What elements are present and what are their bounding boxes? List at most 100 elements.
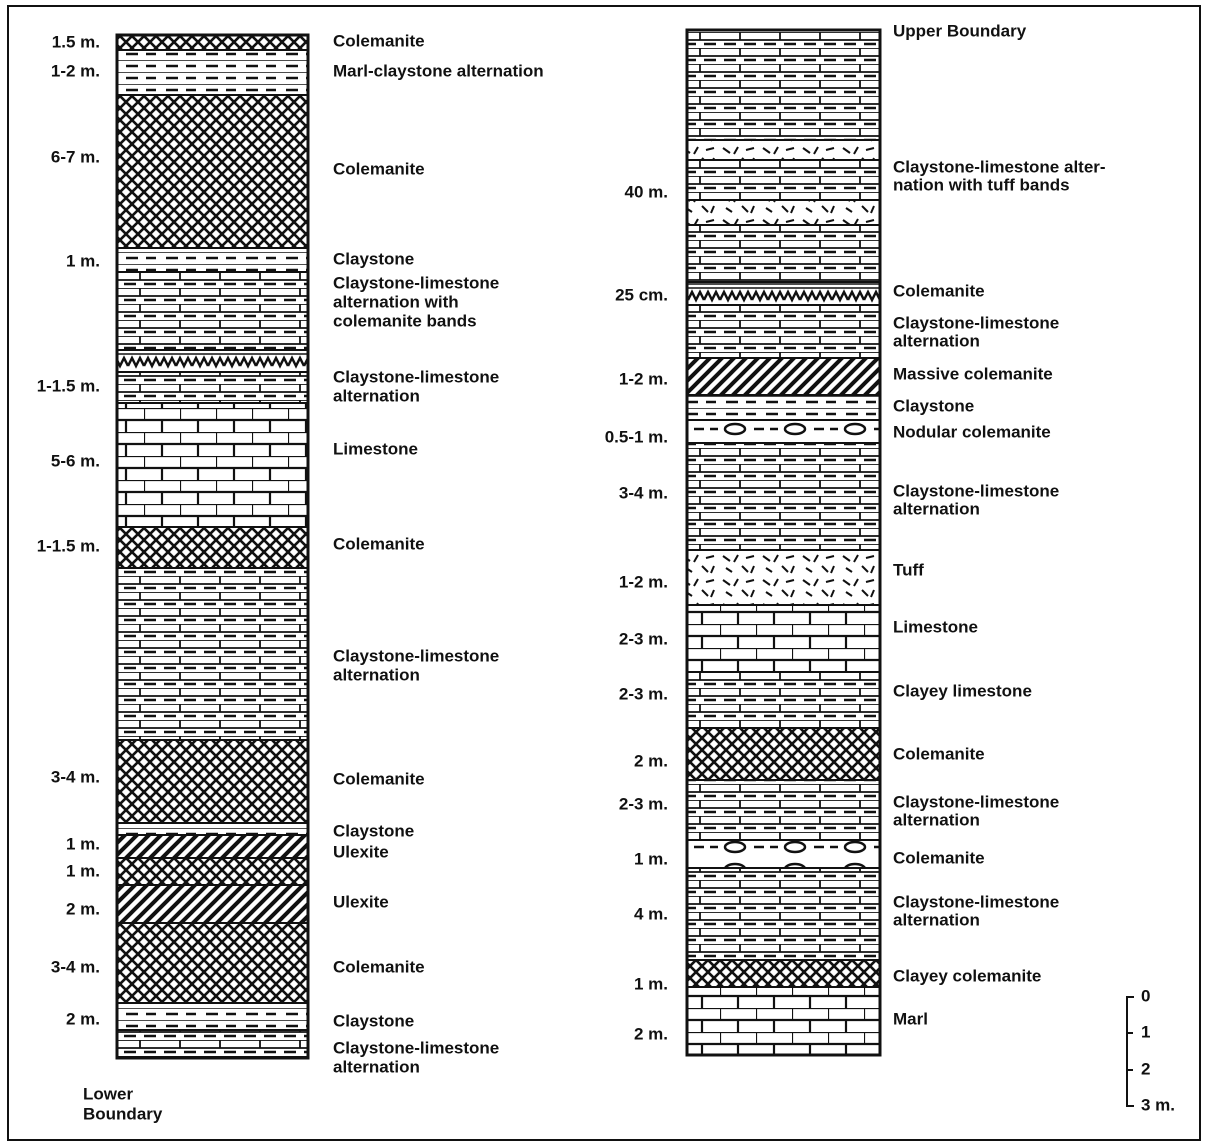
- layer: [116, 857, 309, 886]
- unit-label: Claystone: [333, 1011, 414, 1030]
- layer: [116, 1029, 309, 1059]
- thickness-label: 6-7 m.: [51, 147, 100, 166]
- layer: [686, 304, 881, 359]
- unit-label: Claystone: [333, 821, 414, 840]
- layer: [116, 834, 309, 859]
- layer: [686, 839, 881, 869]
- thickness-label: 3-4 m.: [51, 957, 100, 976]
- unit-label: Claystone: [333, 249, 414, 268]
- thickness-label: 1-2 m.: [619, 369, 668, 388]
- layer: [116, 567, 309, 741]
- scale-label: 2: [1141, 1059, 1150, 1078]
- unit-label: alternation with: [333, 292, 459, 311]
- unit-label: Limestone: [893, 617, 978, 636]
- layer: [116, 271, 309, 351]
- thickness-label: 40 m.: [625, 182, 668, 201]
- thickness-label: 1 m.: [634, 974, 668, 993]
- unit-label: Colemanite: [333, 769, 425, 788]
- unit-label: Claystone-limestone: [333, 273, 499, 292]
- layer: [116, 34, 309, 51]
- thickness-label: 2 m.: [66, 1009, 100, 1028]
- thickness-label: 2 m.: [634, 751, 668, 770]
- unit-label: alternation: [333, 386, 420, 405]
- layer: [686, 199, 881, 226]
- layer: [686, 139, 881, 161]
- unit-label: alternation: [893, 810, 980, 829]
- layer: [116, 247, 309, 273]
- layer: [686, 394, 881, 421]
- layer: [116, 822, 309, 836]
- unit-label: Ulexite: [333, 842, 389, 861]
- thickness-label: 25 cm.: [615, 285, 668, 304]
- unit-label: Marl-claystone alternation: [333, 61, 544, 80]
- layer: [686, 29, 881, 141]
- layer: [116, 1002, 309, 1031]
- layer: [686, 442, 881, 551]
- thickness-label: 1-1.5 m.: [37, 376, 100, 395]
- boundary-label: Lower: [83, 1084, 133, 1103]
- layer: [686, 959, 881, 988]
- thickness-label: 2 m.: [66, 899, 100, 918]
- unit-label: Claystone-limestone: [893, 481, 1059, 500]
- unit-label: Claystone-limestone: [893, 792, 1059, 811]
- unit-label: Claystone-limestone: [333, 367, 499, 386]
- unit-label: Clayey limestone: [893, 681, 1032, 700]
- scale-label: 3 m.: [1141, 1095, 1175, 1114]
- thickness-label: 1-2 m.: [51, 61, 100, 80]
- unit-label: Claystone-limestone: [333, 646, 499, 665]
- unit-label: Ulexite: [333, 892, 389, 911]
- unit-label: Limestone: [333, 439, 418, 458]
- thickness-label: 3-4 m.: [619, 483, 668, 502]
- boundary-label: Boundary: [83, 1104, 163, 1123]
- unit-label: Colemanite: [893, 848, 985, 867]
- unit-label: Marl: [893, 1009, 928, 1028]
- unit-label: Upper Boundary: [893, 21, 1027, 40]
- unit-label: Colemanite: [333, 957, 425, 976]
- layer: [686, 604, 881, 673]
- scale-label: 0: [1141, 986, 1150, 1005]
- thickness-label: 1.5 m.: [52, 32, 100, 51]
- unit-label: alternation: [333, 665, 420, 684]
- layer: [686, 281, 881, 306]
- thickness-label: 0.5-1 m.: [605, 427, 668, 446]
- thickness-label: 5-6 m.: [51, 451, 100, 470]
- unit-label: Tuff: [893, 560, 924, 579]
- thickness-label: 2-3 m.: [619, 684, 668, 703]
- thickness-label: 1-1.5 m.: [37, 536, 100, 555]
- layer: [116, 739, 309, 824]
- unit-label: alternation: [893, 331, 980, 350]
- layer: [686, 549, 881, 606]
- layer: [116, 49, 309, 96]
- layer: [116, 371, 309, 404]
- unit-label: Colemanite: [893, 281, 985, 300]
- unit-label: Claystone-limestone alter-: [893, 157, 1106, 176]
- thickness-label: 1 m.: [66, 834, 100, 853]
- unit-label: Colemanite: [893, 744, 985, 763]
- unit-label: Massive colemanite: [893, 364, 1053, 383]
- unit-label: Colemanite: [333, 534, 425, 553]
- unit-label: Claystone-limestone: [893, 313, 1059, 332]
- unit-label: Claystone-limestone: [893, 892, 1059, 911]
- layer: [686, 224, 881, 283]
- unit-label: alternation: [893, 910, 980, 929]
- columns: [115, 28, 882, 1060]
- layer: [116, 922, 309, 1004]
- unit-label: Claystone-limestone: [333, 1038, 499, 1057]
- layer: [686, 867, 881, 961]
- thickness-label: 2-3 m.: [619, 629, 668, 648]
- thickness-label: 2-3 m.: [619, 794, 668, 813]
- thickness-label: 1 m.: [66, 861, 100, 880]
- layer: [686, 779, 881, 841]
- scale-label: 1: [1141, 1022, 1150, 1041]
- unit-label: alternation: [333, 1057, 420, 1076]
- unit-label: alternation: [893, 499, 980, 518]
- frame: [7, 5, 1201, 1141]
- thickness-label: 1-2 m.: [619, 572, 668, 591]
- layer: [116, 349, 309, 373]
- layer: [116, 526, 309, 569]
- unit-label: Claystone: [893, 396, 974, 415]
- layer: [686, 671, 881, 729]
- thickness-label: 4 m.: [634, 904, 668, 923]
- layer: [686, 357, 881, 396]
